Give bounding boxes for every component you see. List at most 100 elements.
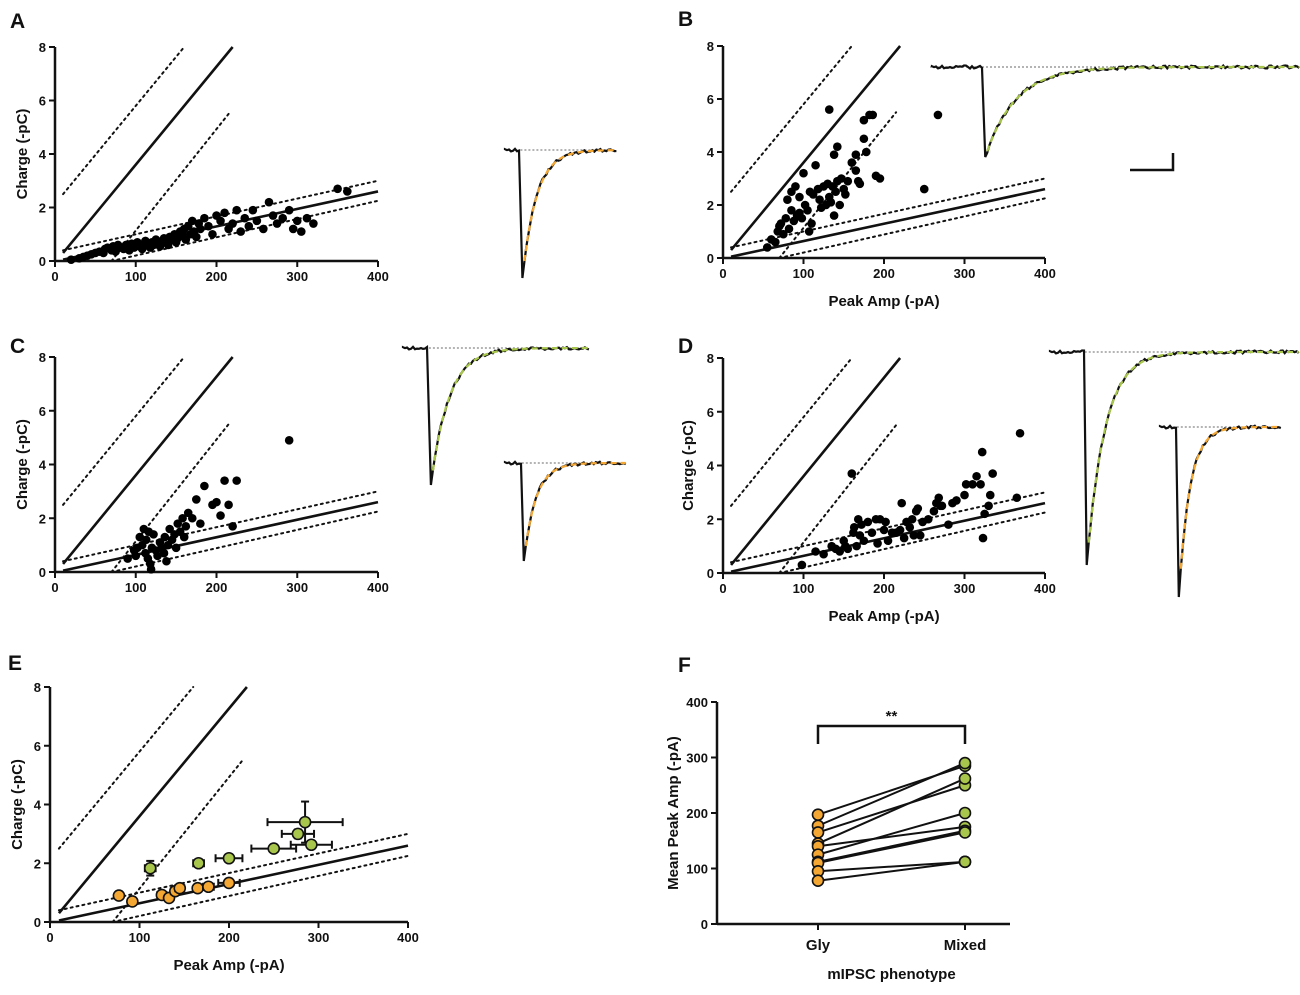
data-point	[797, 213, 807, 223]
data-point	[220, 476, 229, 485]
y-tick-label: 4	[707, 459, 715, 474]
data-point	[791, 182, 800, 191]
data-point	[859, 536, 869, 546]
x-tick-label: 0	[719, 581, 726, 596]
data-point-gly	[112, 889, 126, 902]
panel-d: D 0 100 200 300 400 0 2 4 6 8 Charge (-pC) Peak Amp …	[678, 335, 1056, 625]
x-tick-label: 0	[51, 269, 58, 284]
data-point	[783, 195, 792, 204]
data-point	[815, 195, 824, 204]
x-axis-label: Peak Amp (-pA)	[173, 957, 284, 974]
reference-line-steep-solid	[730, 357, 902, 566]
x-tick-label: 300	[954, 266, 976, 281]
data-point-gly	[811, 826, 825, 839]
data-point	[160, 532, 170, 542]
y-tick-label: 0	[707, 251, 714, 266]
reference-line-steep-solid	[57, 686, 248, 915]
data-point	[833, 142, 842, 151]
reference-line-steep-dotted-lower	[778, 424, 898, 574]
y-tick-label: 2	[39, 201, 46, 216]
reference-line-steep-solid	[730, 45, 902, 251]
data-point	[784, 224, 794, 234]
data-point	[131, 551, 141, 561]
y-tick-label: 4	[39, 458, 47, 473]
y-tick-label: 8	[39, 350, 46, 365]
data-point	[835, 200, 845, 210]
data-point	[171, 543, 181, 553]
trace-c-gly	[503, 460, 627, 562]
data-point	[984, 501, 993, 511]
x-tick-label: 100	[129, 930, 151, 945]
x-tick-label: 300	[954, 581, 976, 596]
y-axis-label: Charge (-pC)	[14, 419, 31, 510]
data-point	[181, 522, 191, 531]
reference-line-shallow-dotted-lower	[110, 510, 379, 573]
data-point	[905, 523, 915, 532]
reference-line-shallow-dotted-lower	[778, 511, 1046, 574]
y-tick-label: 4	[39, 147, 47, 162]
x-tick-label: 200	[873, 581, 895, 596]
trace-a	[503, 147, 617, 279]
y-tick-label: 6	[707, 92, 714, 107]
data-point	[268, 211, 278, 220]
data-point-gly	[222, 876, 236, 890]
data-point	[228, 522, 237, 531]
data-point	[162, 556, 171, 566]
data-point	[913, 504, 923, 513]
data-point	[196, 519, 205, 528]
data-point	[220, 208, 229, 218]
data-point	[795, 192, 804, 202]
data-point	[961, 480, 971, 489]
data-point	[288, 224, 298, 234]
data-point	[980, 509, 989, 519]
pair-line	[817, 860, 966, 882]
data-point	[952, 496, 961, 505]
data-point	[284, 205, 294, 215]
data-point	[1015, 428, 1025, 438]
data-point	[960, 490, 969, 500]
x-tick-label: 200	[218, 930, 240, 945]
panel-label: A	[10, 10, 25, 33]
current-trace	[401, 345, 590, 486]
panel-a: A 0 100 200 300 400 0 2 4 6 8 Charge (-pC)	[10, 10, 389, 284]
fit-curve	[524, 461, 626, 547]
data-point	[252, 216, 262, 226]
y-tick-label: 6	[34, 739, 41, 754]
data-point-mixed	[958, 855, 972, 869]
data-point	[196, 224, 205, 234]
data-point	[240, 213, 250, 223]
data-point	[855, 179, 865, 189]
y-tick-label: 8	[707, 351, 714, 366]
significance-bracket	[816, 724, 967, 744]
x-tick-label: 100	[793, 266, 815, 281]
data-point	[811, 160, 820, 170]
data-point	[296, 227, 306, 236]
x-tick-label: 300	[308, 930, 330, 945]
data-point	[933, 110, 943, 120]
data-point	[899, 533, 909, 543]
significance-label: **	[886, 708, 898, 725]
y-axis-label: Charge (-pC)	[14, 109, 31, 200]
x-tick-label: 100	[125, 580, 147, 595]
fit-curve	[431, 346, 589, 471]
data-point-gly	[202, 880, 215, 894]
data-point	[284, 436, 294, 445]
reference-line-steep-dotted-lower	[778, 111, 898, 259]
data-point	[861, 147, 871, 157]
x-axis-label: Peak Amp (-pA)	[828, 608, 939, 625]
data-point	[847, 469, 857, 478]
data-point	[66, 255, 76, 264]
data-point-gly	[126, 895, 139, 908]
y-axis-label: Charge (-pC)	[9, 759, 26, 850]
data-point	[985, 490, 995, 500]
x-axis-label: mIPSC phenotype	[827, 966, 955, 983]
data-point	[968, 480, 977, 489]
data-point	[831, 187, 840, 197]
data-point	[187, 513, 197, 523]
reference-line-steep-dotted-upper	[57, 686, 195, 850]
pair-line	[817, 762, 966, 827]
data-point	[826, 198, 836, 207]
data-point	[875, 174, 885, 183]
data-point	[847, 158, 857, 167]
